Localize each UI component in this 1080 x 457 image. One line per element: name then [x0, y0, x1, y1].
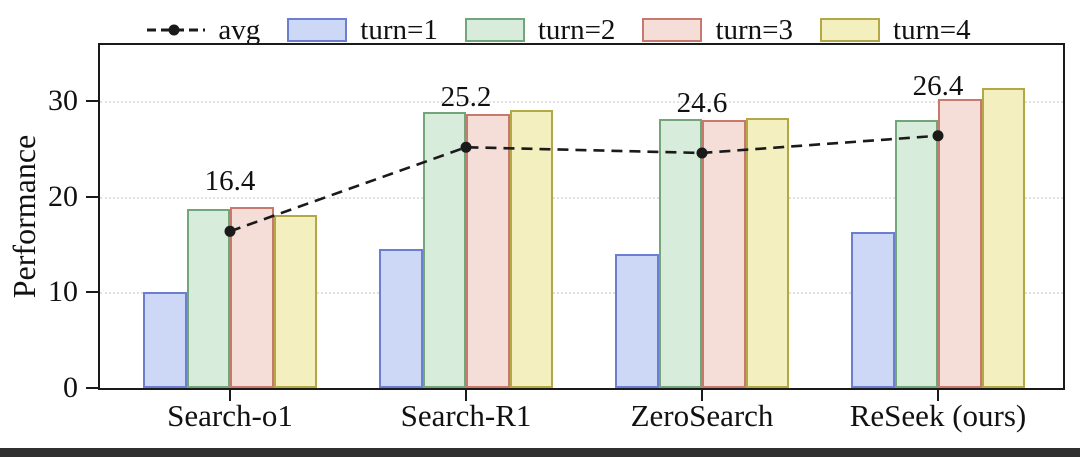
- bar-turn=2-ZeroSearch: [658, 118, 702, 388]
- avg-value-annotation: 24.6: [676, 86, 728, 119]
- x-axis-category-label: ZeroSearch: [630, 398, 774, 433]
- bar-turn=3-Search-o1: [230, 207, 274, 388]
- x-axis-category-label: Search-R1: [400, 398, 532, 433]
- bar-turn=2-Search-R1: [422, 111, 466, 388]
- legend-label-turn=4: turn=4: [893, 13, 971, 46]
- bar-turn=3-Search-R1: [466, 113, 510, 388]
- x-axis-tick: [465, 390, 467, 401]
- y-axis-tick: [86, 195, 98, 198]
- legend-label-turn=2: turn=2: [537, 13, 616, 46]
- legend-swatch-turn=1: [287, 18, 348, 42]
- y-axis-tick: [86, 100, 98, 103]
- horizontal-gridline: [100, 292, 1063, 295]
- legend-item-turn=1: turn=1: [287, 13, 438, 46]
- x-axis-tick: [937, 390, 939, 401]
- avg-dashed-path: [229, 134, 939, 233]
- horizontal-gridline: [100, 101, 1063, 104]
- bar-turn=4-ReSeek (ours): [981, 88, 1025, 388]
- y-axis-tick-label: 30: [48, 84, 78, 118]
- horizontal-gridline: [100, 196, 1063, 199]
- bar-turn=3-ReSeek (ours): [938, 99, 982, 388]
- bar-turn=4-Search-o1: [273, 215, 317, 388]
- avg-line: [224, 130, 944, 237]
- bar-turn=2-ReSeek (ours): [894, 119, 938, 388]
- legend-label-avg: avg: [218, 13, 261, 46]
- x-axis-category-label: ReSeek (ours): [849, 398, 1027, 433]
- bar-turn=4-ZeroSearch: [745, 117, 789, 388]
- y-axis-tick: [86, 291, 98, 294]
- bar-turn=1-Search-R1: [379, 249, 423, 388]
- legend-item-avg: avg: [147, 13, 261, 46]
- x-axis-tick: [229, 390, 231, 401]
- y-axis-tick-label: 0: [63, 371, 78, 404]
- y-axis-tick-label: 10: [48, 275, 78, 309]
- legend-swatch-turn=3: [642, 18, 703, 42]
- bar-turn=3-ZeroSearch: [702, 120, 746, 388]
- legend-item-turn=2: turn=2: [464, 13, 616, 46]
- legend-label-turn=3: turn=3: [715, 13, 794, 46]
- bar-turn=1-ReSeek (ours): [851, 232, 895, 388]
- bar-turn=4-Search-R1: [509, 109, 553, 388]
- bar-turn=2-Search-o1: [186, 209, 230, 388]
- avg-value-annotation: 26.4: [912, 69, 964, 102]
- legend-item-turn=4: turn=4: [820, 13, 971, 46]
- y-axis-tick: [86, 387, 98, 389]
- avg-marker: [460, 141, 472, 153]
- x-axis-category-label: Search-o1: [167, 398, 293, 433]
- avg-marker: [932, 130, 944, 142]
- avg-marker: [224, 225, 236, 237]
- y-axis-label: Performance: [6, 134, 43, 299]
- chart-legend: avg turn=1 turn=2 turn=3 turn=4: [0, 15, 1080, 45]
- avg-marker: [696, 147, 708, 159]
- legend-swatch-turn=2: [464, 18, 525, 42]
- legend-swatch-turn=4: [820, 18, 881, 42]
- avg-value-annotation: 16.4: [204, 165, 256, 198]
- legend-label-turn=1: turn=1: [360, 13, 438, 46]
- avg-line-sample-icon: [147, 24, 206, 36]
- bar-turn=1-ZeroSearch: [615, 254, 659, 388]
- y-axis-tick-label: 20: [48, 179, 78, 213]
- legend-item-turn=3: turn=3: [642, 13, 794, 46]
- plot-area: Performance 0 10 20 30 Search-o1 Search-R1 Zer…: [7, 43, 1065, 433]
- bottom-divider-bar: [0, 448, 1080, 457]
- x-axis-tick: [701, 390, 703, 401]
- bar-turn=1-Search-o1: [143, 291, 187, 388]
- avg-value-annotation: 25.2: [440, 81, 492, 114]
